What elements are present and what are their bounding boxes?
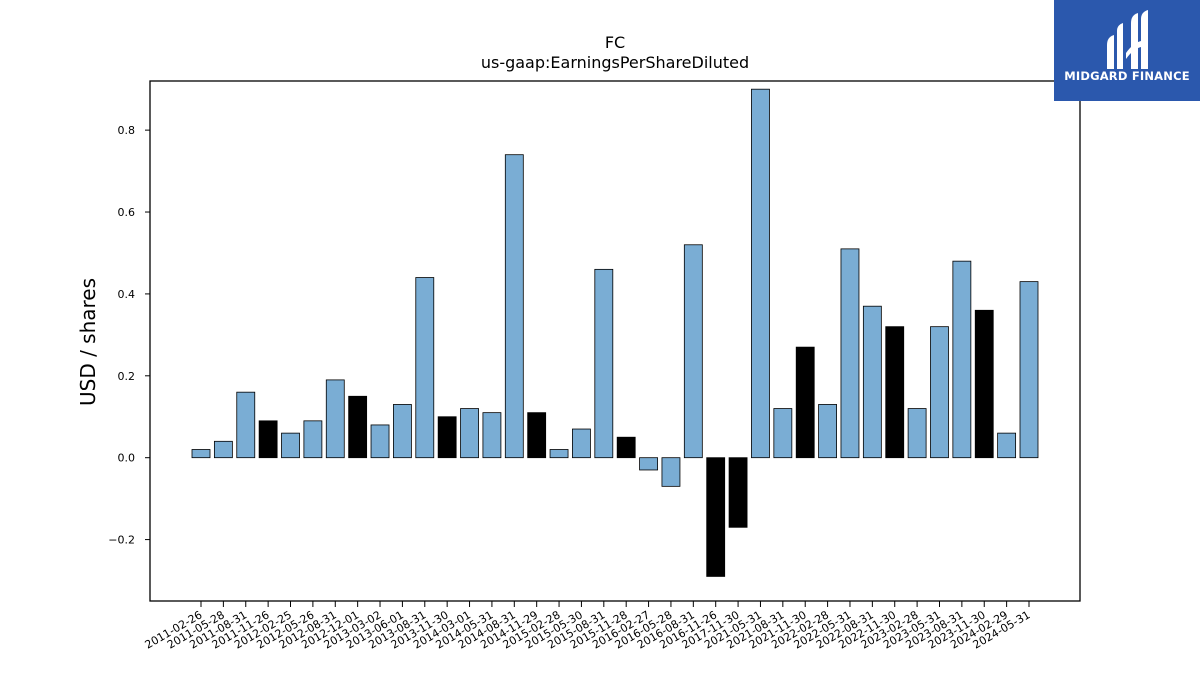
- bar-2013-11-30: [437, 416, 457, 459]
- bar-2023-05-31: [930, 326, 949, 459]
- bar-2022-05-31: [840, 248, 860, 459]
- bar-2012-05-26: [303, 420, 323, 459]
- bar-2023-02-28: [907, 408, 927, 459]
- logo-text: MIDGARD FINANCE: [1064, 69, 1190, 83]
- bar-2011-11-26: [258, 420, 278, 459]
- midgard-logo-icon: [1107, 10, 1148, 69]
- bar-2021-11-30: [795, 346, 815, 459]
- brand-logo: MIDGARD FINANCE: [1054, 0, 1200, 101]
- bar-2013-08-31: [415, 277, 435, 459]
- bar-2023-11-30: [974, 309, 994, 459]
- bar-2015-08-31: [594, 268, 614, 459]
- y-tick-label: 0.0: [118, 452, 136, 465]
- y-axis-ticks: −0.2 0.0 0.2 0.4 0.6 0.8: [108, 124, 150, 547]
- bar-2021-08-31: [773, 408, 793, 459]
- bar-2022-02-28: [818, 404, 837, 459]
- x-axis-ticks: 2011-02-262011-05-282011-08-312011-11-26…: [143, 601, 1033, 652]
- bar-2021-05-31: [751, 88, 770, 459]
- bar-2016-05-28: [661, 457, 681, 487]
- bar-2014-11-29: [527, 412, 547, 459]
- bar-2024-05-31: [1019, 281, 1039, 459]
- bar-2013-06-01: [393, 404, 412, 459]
- bar-2014-05-31: [482, 412, 502, 459]
- bar-2017-11-30: [728, 457, 748, 528]
- y-tick-label: 0.4: [118, 288, 136, 301]
- bar-2016-08-31: [683, 244, 703, 459]
- y-tick-label: 0.6: [118, 206, 136, 219]
- bar-2024-02-29: [997, 432, 1017, 459]
- bar-2015-05-30: [572, 428, 591, 459]
- y-tick-label: 0.2: [118, 370, 136, 383]
- y-axis-label: USD / shares: [76, 278, 100, 406]
- bar-2012-02-25: [281, 432, 300, 459]
- y-tick-label: 0.8: [118, 124, 136, 137]
- bar-2012-08-31: [325, 379, 345, 459]
- bar-2023-08-31: [952, 260, 972, 459]
- bar-2014-03-01: [460, 408, 479, 459]
- bar-2012-12-01: [348, 395, 368, 459]
- bar-2016-11-26: [706, 457, 726, 577]
- chart-subtitle: us-gaap:EarningsPerShareDiluted: [481, 53, 749, 72]
- bar-2011-02-26: [191, 449, 211, 459]
- bar-2022-11-30: [885, 326, 905, 459]
- bar-2015-11-28: [616, 436, 636, 459]
- bar-2011-08-31: [236, 391, 256, 459]
- bars: [191, 88, 1039, 577]
- bar-2011-05-28: [213, 440, 233, 459]
- y-tick-label: −0.2: [108, 534, 135, 547]
- bar-2013-03-02: [370, 424, 390, 459]
- bar-2022-08-31: [862, 305, 882, 459]
- bar-2015-02-28: [549, 449, 569, 459]
- plot-frame: [149, 80, 1081, 602]
- chart-title: FC: [605, 33, 625, 52]
- bar-2014-08-31: [504, 154, 524, 459]
- bar-2016-02-27: [639, 457, 658, 471]
